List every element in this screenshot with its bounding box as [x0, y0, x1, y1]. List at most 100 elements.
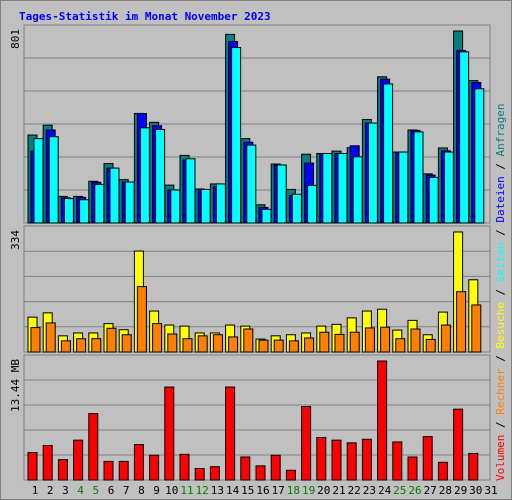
bar-rechner-day-30	[471, 304, 482, 353]
day-label: 21	[332, 484, 345, 497]
bar-rechner-day-16	[258, 339, 269, 353]
bar-volumen-day-22	[346, 442, 357, 481]
panel-2: 334	[9, 225, 491, 353]
day-label: 30	[469, 484, 482, 497]
bar-volumen-day-27	[422, 436, 433, 481]
day-label: 25	[393, 484, 406, 497]
bar-volumen-day-4	[73, 439, 84, 481]
bar-rechner-day-3	[60, 340, 71, 353]
bar-rechner-day-28	[440, 324, 451, 353]
bar-volumen-day-12	[194, 467, 205, 481]
day-label: 15	[241, 484, 254, 497]
bar-rechner-day-13	[212, 334, 223, 353]
bar-rechner-day-15	[243, 328, 254, 353]
panel-3: 13.44 MB	[9, 354, 491, 481]
day-label: 24	[378, 484, 392, 497]
bar-seiten-day-7	[124, 181, 135, 224]
bar-seiten-day-26	[413, 131, 424, 224]
bar-volumen-day-15	[240, 456, 251, 481]
bar-seiten-day-23	[367, 122, 378, 224]
legend-entry: Dateien	[494, 176, 507, 222]
day-label: 1	[32, 484, 39, 497]
bar-volumen-day-1	[27, 452, 38, 481]
bar-seiten-day-20	[322, 152, 333, 224]
bar-volumen-day-18	[285, 469, 296, 481]
bar-volumen-day-25	[392, 441, 403, 481]
bar-seiten-day-21	[337, 152, 348, 224]
bar-volumen-day-26	[407, 456, 418, 481]
bar-seiten-day-5	[94, 183, 105, 224]
legend-entry: Seiten	[494, 243, 507, 283]
legend-separator: /	[494, 415, 507, 435]
bar-volumen-day-20	[316, 437, 327, 481]
chart-title: Tages-Statistik im Monat November 2023	[19, 10, 271, 23]
bar-volumen-day-29	[453, 408, 464, 481]
bar-volumen-day-10	[164, 386, 175, 481]
bar-seiten-day-3	[63, 198, 74, 224]
day-label: 11	[180, 484, 193, 497]
day-label: 18	[287, 484, 300, 497]
day-label: 23	[363, 484, 376, 497]
bar-rechner-day-20	[319, 331, 330, 353]
legend-separator: /	[494, 223, 507, 243]
bar-seiten-day-4	[79, 199, 90, 224]
bar-rechner-day-18	[288, 340, 299, 353]
day-label: 10	[165, 484, 178, 497]
bar-volumen-day-2	[42, 444, 53, 481]
legend: Volumen / Rechner / Besuche / Seiten / D…	[494, 103, 507, 481]
bar-seiten-day-2	[48, 136, 59, 224]
legend-entry: Rechner	[494, 368, 507, 415]
bar-rechner-day-6	[106, 327, 117, 353]
bar-rechner-day-12	[197, 335, 208, 353]
day-label: 20	[317, 484, 330, 497]
bar-seiten-day-10	[170, 189, 181, 224]
day-label: 8	[138, 484, 145, 497]
bar-volumen-day-30	[468, 452, 479, 481]
bar-seiten-day-25	[398, 151, 409, 224]
bar-seiten-day-8	[139, 127, 150, 224]
bar-seiten-day-6	[109, 167, 120, 224]
bar-rechner-day-4	[76, 338, 87, 353]
day-label: 28	[439, 484, 452, 497]
day-label: 6	[108, 484, 115, 497]
day-label: 12	[196, 484, 209, 497]
bar-volumen-day-9	[149, 454, 160, 481]
bar-seiten-day-15	[246, 144, 257, 224]
axis-max-label: 13.44 MB	[9, 359, 22, 412]
bar-volumen-day-21	[331, 439, 342, 481]
bar-rechner-day-22	[349, 331, 360, 353]
bar-volumen-day-11	[179, 453, 190, 481]
bar-rechner-day-2	[45, 322, 56, 353]
bar-seiten-day-11	[185, 158, 196, 224]
bar-volumen-day-17	[270, 454, 281, 481]
bar-seiten-day-18	[291, 193, 302, 224]
bar-rechner-day-23	[364, 327, 375, 353]
day-label: 16	[256, 484, 269, 497]
bar-seiten-day-24	[383, 83, 394, 224]
bar-rechner-day-14	[228, 336, 239, 353]
bar-rechner-day-9	[152, 323, 163, 353]
legend-separator: /	[494, 156, 507, 176]
axis-max-label: 801	[9, 29, 22, 49]
bar-rechner-day-19	[304, 337, 315, 353]
bar-volumen-day-14	[225, 386, 236, 481]
bar-rechner-day-29	[456, 291, 467, 353]
bar-rechner-day-5	[91, 338, 102, 353]
bar-volumen-day-3	[57, 459, 68, 481]
legend-entry: Volumen	[494, 435, 507, 481]
bar-rechner-day-26	[410, 328, 421, 353]
bar-volumen-day-6	[103, 460, 114, 481]
bar-rechner-day-11	[182, 338, 193, 353]
bar-seiten-day-30	[474, 88, 485, 224]
bar-seiten-day-13	[215, 183, 226, 224]
day-label: 22	[348, 484, 361, 497]
day-label: 31	[484, 484, 497, 497]
bar-rechner-day-1	[30, 327, 41, 353]
day-label: 7	[123, 484, 130, 497]
bar-rechner-day-27	[425, 338, 436, 353]
day-label: 9	[153, 484, 160, 497]
bar-seiten-day-16	[261, 208, 272, 224]
bar-rechner-day-17	[273, 339, 284, 353]
legend-separator: /	[494, 282, 507, 302]
